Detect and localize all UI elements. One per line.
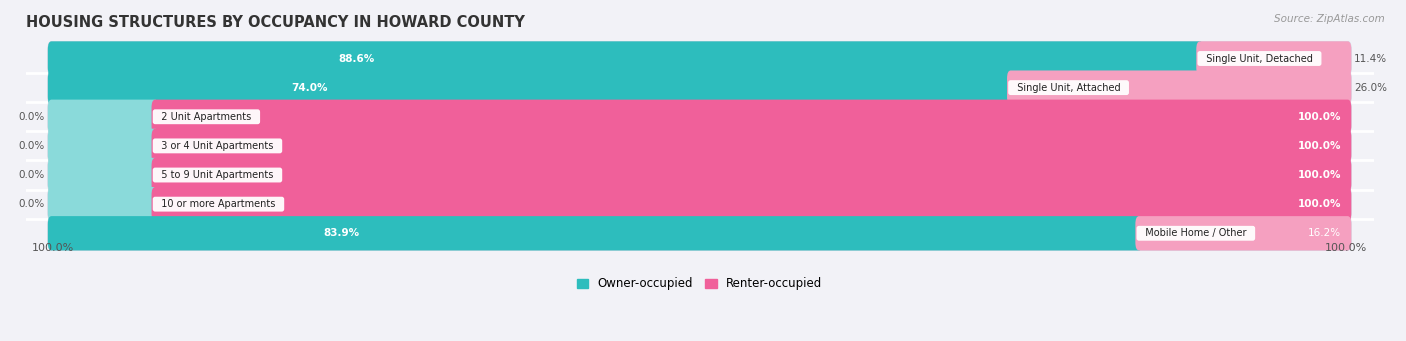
Text: 100.0%: 100.0%	[1298, 112, 1341, 122]
Text: 100.0%: 100.0%	[32, 243, 75, 253]
Text: 100.0%: 100.0%	[1298, 141, 1341, 151]
Text: 83.9%: 83.9%	[323, 228, 360, 238]
FancyBboxPatch shape	[152, 129, 1351, 163]
Text: 16.2%: 16.2%	[1308, 228, 1341, 238]
FancyBboxPatch shape	[152, 187, 1351, 221]
FancyBboxPatch shape	[1136, 216, 1351, 250]
Text: Source: ZipAtlas.com: Source: ZipAtlas.com	[1274, 14, 1385, 24]
FancyBboxPatch shape	[1197, 41, 1351, 76]
Text: 74.0%: 74.0%	[291, 83, 328, 93]
FancyBboxPatch shape	[48, 100, 159, 134]
FancyBboxPatch shape	[48, 41, 1351, 76]
Text: 0.0%: 0.0%	[18, 199, 45, 209]
FancyBboxPatch shape	[48, 129, 1351, 163]
FancyBboxPatch shape	[48, 187, 159, 221]
FancyBboxPatch shape	[1007, 71, 1351, 105]
FancyBboxPatch shape	[48, 158, 1351, 192]
FancyBboxPatch shape	[48, 216, 1351, 250]
Text: 100.0%: 100.0%	[1298, 170, 1341, 180]
Text: 0.0%: 0.0%	[18, 112, 45, 122]
Text: 88.6%: 88.6%	[339, 54, 375, 63]
FancyBboxPatch shape	[48, 129, 159, 163]
Text: 0.0%: 0.0%	[18, 170, 45, 180]
FancyBboxPatch shape	[152, 158, 1351, 192]
Text: 0.0%: 0.0%	[18, 141, 45, 151]
FancyBboxPatch shape	[48, 41, 1204, 76]
Text: 100.0%: 100.0%	[1324, 243, 1367, 253]
Text: HOUSING STRUCTURES BY OCCUPANCY IN HOWARD COUNTY: HOUSING STRUCTURES BY OCCUPANCY IN HOWAR…	[25, 15, 524, 30]
FancyBboxPatch shape	[48, 158, 159, 192]
Text: 5 to 9 Unit Apartments: 5 to 9 Unit Apartments	[155, 170, 280, 180]
FancyBboxPatch shape	[48, 100, 1351, 134]
Text: Mobile Home / Other: Mobile Home / Other	[1139, 228, 1253, 238]
Text: Single Unit, Attached: Single Unit, Attached	[1011, 83, 1126, 93]
FancyBboxPatch shape	[48, 187, 1351, 221]
Text: 2 Unit Apartments: 2 Unit Apartments	[155, 112, 257, 122]
Text: 100.0%: 100.0%	[1298, 199, 1341, 209]
FancyBboxPatch shape	[48, 71, 1351, 105]
Text: 10 or more Apartments: 10 or more Apartments	[155, 199, 281, 209]
Text: 3 or 4 Unit Apartments: 3 or 4 Unit Apartments	[155, 141, 280, 151]
FancyBboxPatch shape	[48, 71, 1014, 105]
Text: 26.0%: 26.0%	[1354, 83, 1388, 93]
FancyBboxPatch shape	[152, 100, 1351, 134]
Text: Single Unit, Detached: Single Unit, Detached	[1199, 54, 1319, 63]
FancyBboxPatch shape	[48, 216, 1143, 250]
Legend: Owner-occupied, Renter-occupied: Owner-occupied, Renter-occupied	[572, 273, 827, 295]
Text: 11.4%: 11.4%	[1354, 54, 1388, 63]
